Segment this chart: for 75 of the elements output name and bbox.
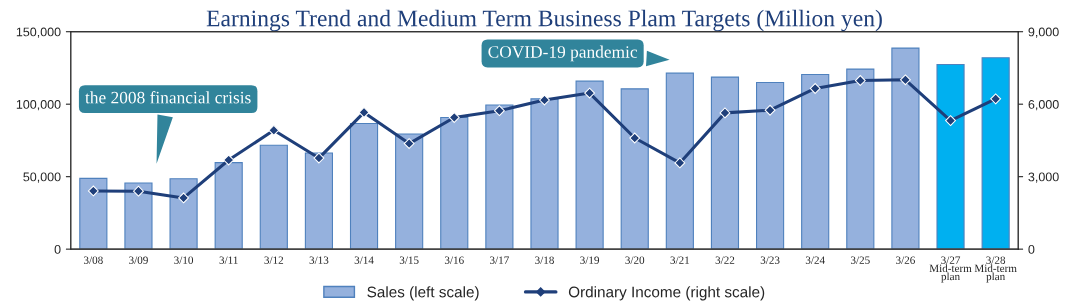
x-tick-label: 3/09 [129,256,148,264]
point [493,105,505,117]
y2-tick-label: 9,000 [1028,27,1059,38]
bar [575,80,604,250]
point [87,185,99,197]
x-tick-label: 3/16 [444,256,464,264]
x-tick-label: 3/18 [535,256,554,264]
point [990,93,1002,105]
x-tick-label: 3/15 [399,256,419,264]
x-tick-label: 3/14 [354,256,374,264]
bar [981,57,1010,250]
bar [665,72,694,250]
y-tick-label: 100,000 [16,99,61,111]
legend-label: Sales (left scale) [367,286,479,301]
x-tick-label: 3/08 [84,256,103,264]
x-tick-label: 3/21 [670,256,690,264]
point [945,115,956,127]
x-tick-label: 3/12 [264,256,284,264]
bar [755,81,785,250]
y2-tick-label: 3,000 [1028,172,1059,183]
bar [349,122,379,250]
bar [304,152,334,250]
x-tick-label: 3/24 [805,256,825,264]
point [899,74,911,86]
y2-tick-label: 0 [1028,244,1035,254]
x-tick-label: 3/13 [309,256,329,264]
annotation: the 2008 financial crisis [85,91,251,104]
bar [891,47,920,250]
bar [620,88,649,250]
x-tick-label: 3/19 [580,256,600,264]
bar [79,177,108,250]
bar [214,162,243,250]
bar [485,104,514,250]
point [629,132,641,144]
bar [259,144,288,250]
x-tick-label: 3/28 Mid-term plan [974,256,1017,283]
bar [801,73,830,250]
point [584,87,596,99]
bar [169,178,198,250]
point [313,152,325,164]
x-tick-label: 3/20 [625,256,645,264]
x-tick-label: 3/27 Mid-term plan [929,256,972,283]
y2-tick-label: 6,000 [1028,99,1059,111]
bar [530,98,559,250]
bar [395,133,424,250]
point [448,112,460,123]
x-tick-label: 3/10 [174,256,194,264]
bar [710,76,740,250]
bar [846,68,875,250]
point [854,75,866,86]
point [403,138,415,149]
annotation: COVID-19 pandemic [488,45,638,62]
x-tick-label: 3/17 [490,256,509,264]
x-tick-label: 3/26 [896,256,915,264]
x-tick-label: 3/11 [219,256,238,264]
point [223,154,235,166]
bar [124,182,153,250]
point [719,107,731,119]
y-tick-label: 50,000 [23,172,61,183]
point [268,124,280,136]
point [178,192,189,204]
point [674,157,686,169]
point [358,106,370,118]
point [764,104,776,116]
x-tick-label: 3/22 [715,256,735,264]
chart-title: Earnings Trend and Medium Term Business Plam Targets (Million yen) [206,9,882,32]
point [133,185,144,197]
legend-label: Ordinary Income (right scale) [568,286,765,301]
point [809,83,821,94]
x-tick-label: 3/25 [850,256,870,264]
y-tick-label: 0 [54,244,61,254]
bar [440,116,469,250]
bar [936,63,965,250]
y-tick-label: 150,000 [16,27,61,38]
x-tick-label: 3/23 [760,256,780,264]
